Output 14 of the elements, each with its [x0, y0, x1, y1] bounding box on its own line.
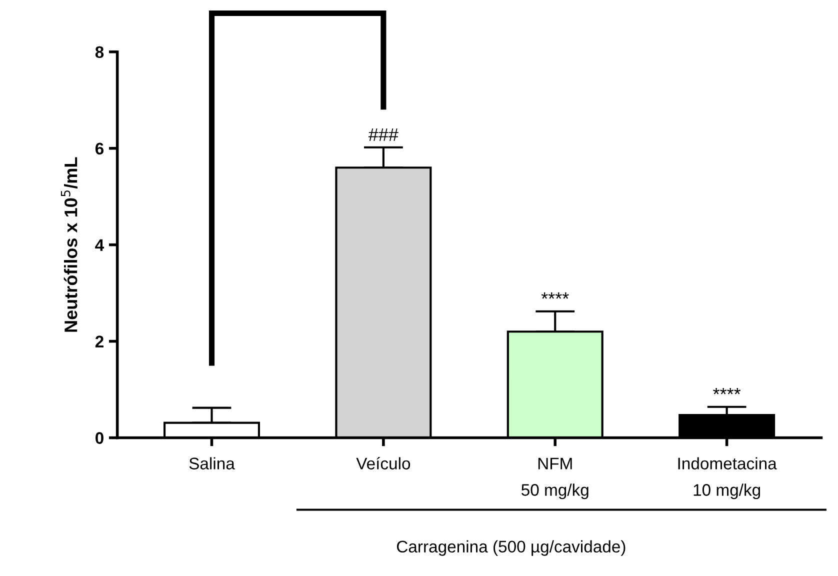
y-tick-label: 4	[95, 239, 104, 251]
y-tick-label: 8	[95, 46, 104, 58]
annotation: ###	[368, 128, 398, 141]
x-tick-label: Indometacina 10 mg/kg	[678, 457, 777, 500]
y-tick-label: 6	[95, 142, 104, 155]
y-axis-title: Neutrófilos x 10$^{5}$/mL	[60, 157, 78, 332]
x-tick-label: Salina	[189, 457, 235, 470]
annotation: ****	[713, 388, 741, 394]
text: Carragenina (500 µg/cavidade)	[396, 540, 626, 556]
y-tick-label: 0	[96, 432, 104, 444]
annotation: ****	[541, 292, 569, 299]
x-tick-label: Veículo	[356, 457, 410, 470]
y-tick-label: 2	[95, 336, 104, 348]
x-tick-label: NFM 50 mg/kg	[522, 458, 588, 500]
